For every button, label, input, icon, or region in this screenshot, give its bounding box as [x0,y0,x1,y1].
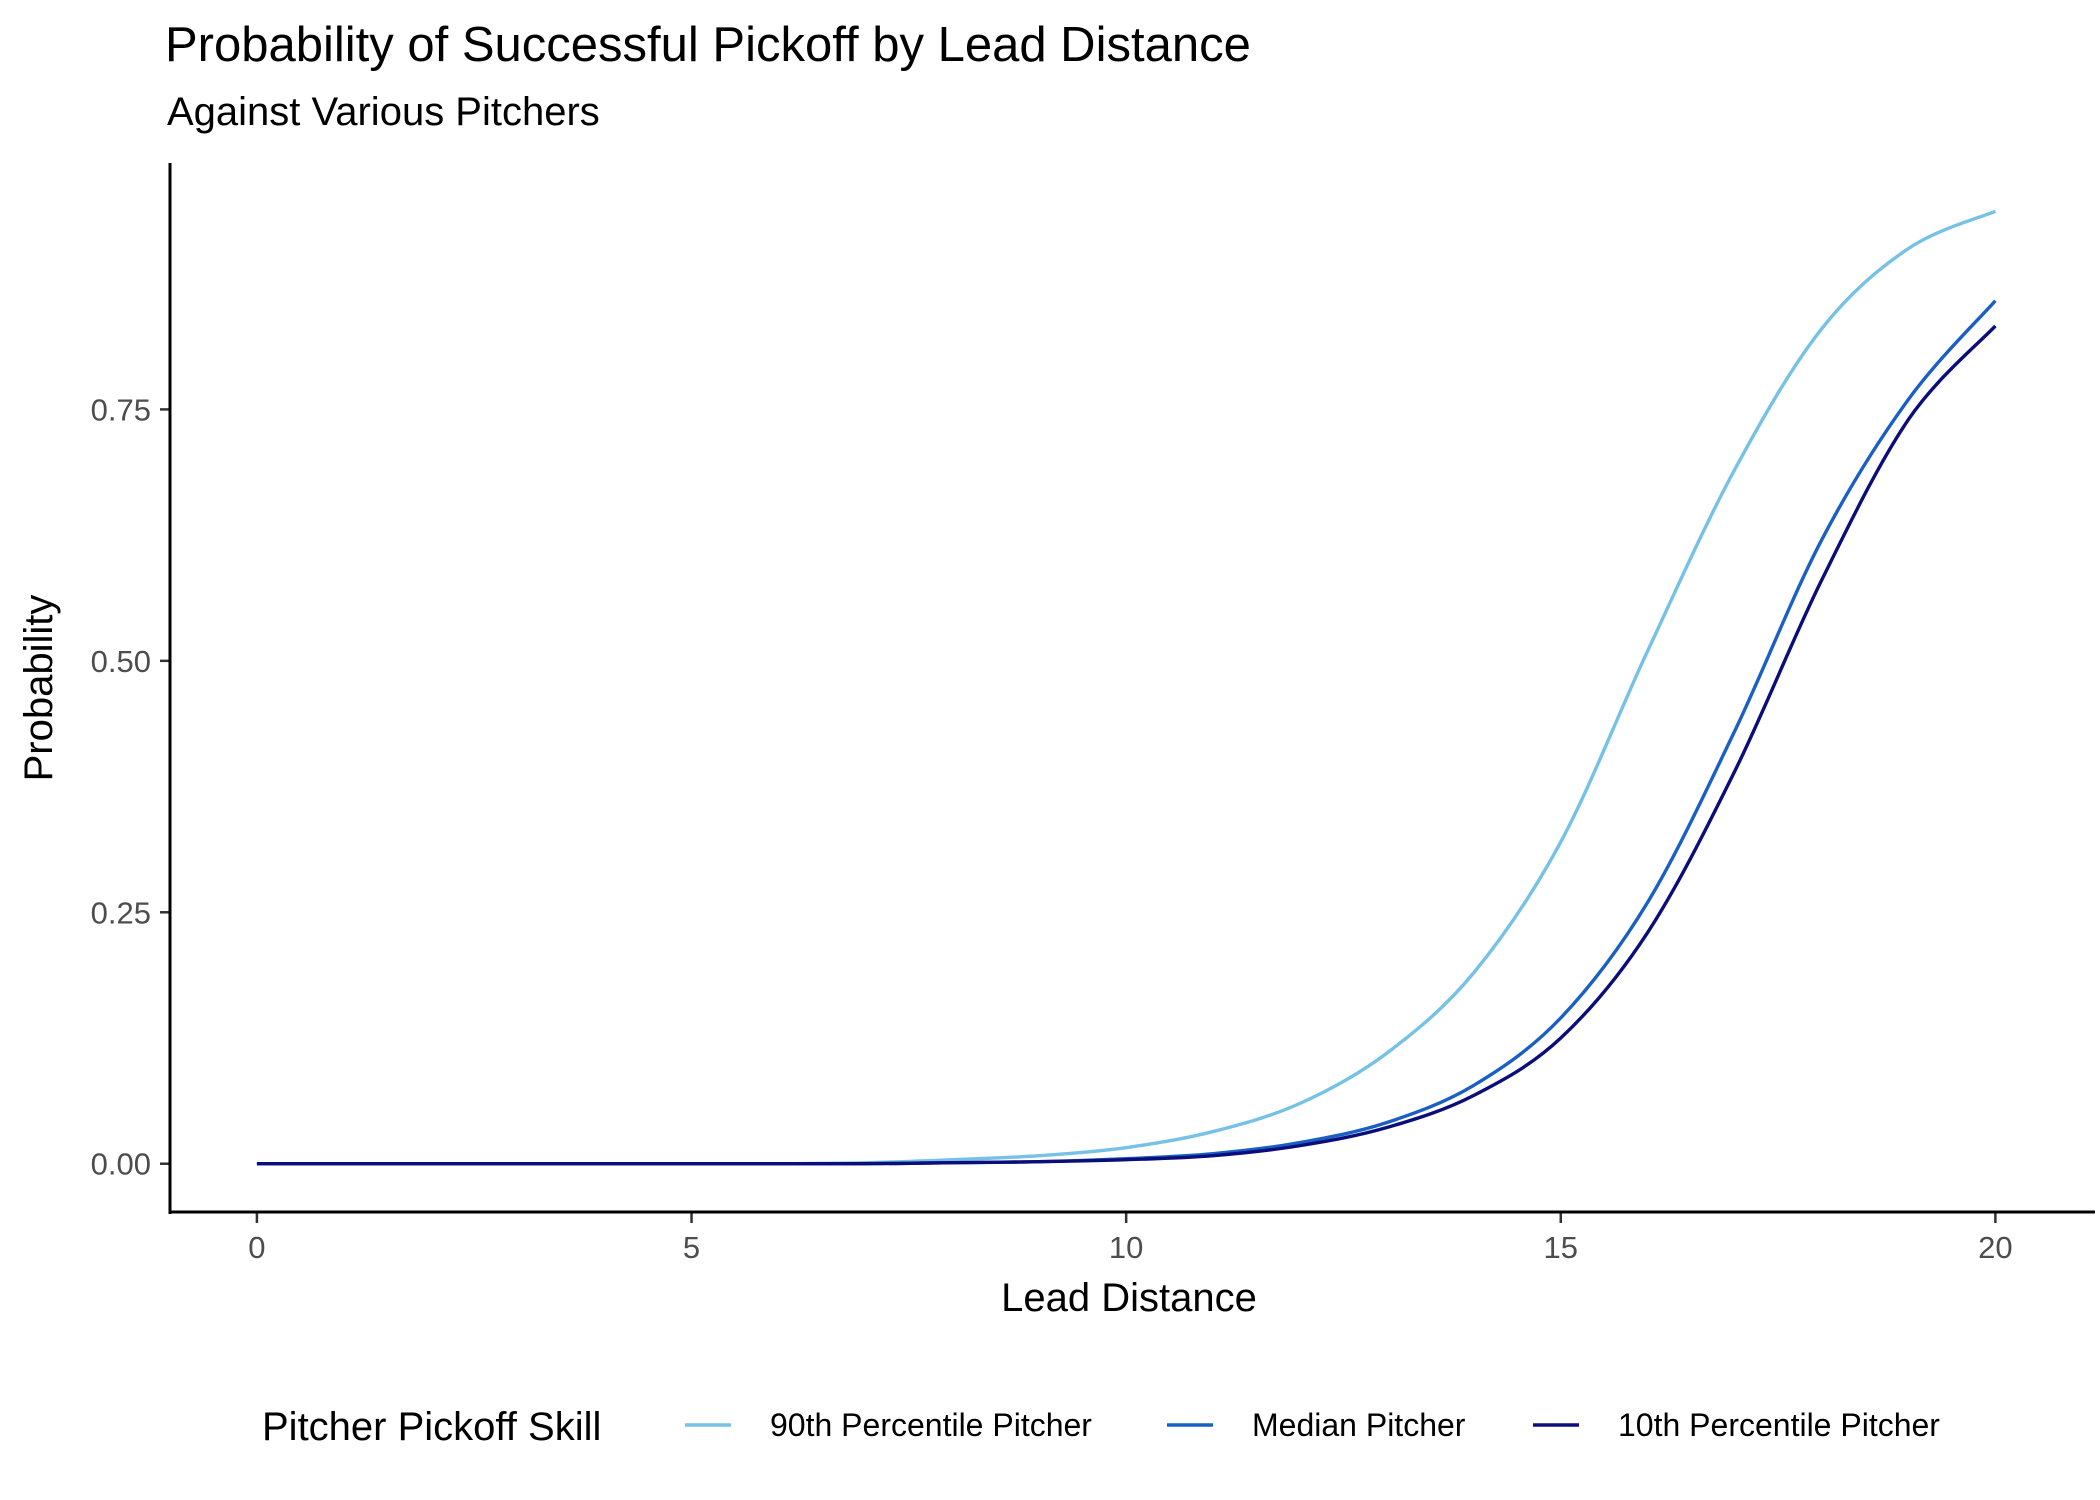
x-axis-title: Lead Distance [1001,1276,1257,1320]
y-tick-label: 0.75 [91,392,151,427]
series-line-1 [256,209,1997,1166]
plot-lines [256,209,1997,1166]
x-tick-label: 5 [683,1230,700,1265]
legend: Pitcher Pickoff Skill 90th Percentile Pi… [262,1405,1940,1449]
chart-title: Probability of Successful Pickoff by Lea… [165,18,1251,72]
y-axis-title: Probability [17,595,61,782]
x-tick-label: 10 [1109,1230,1143,1265]
x-tick-label: 15 [1544,1230,1578,1265]
series-line-3 [256,324,1997,1166]
axes [168,163,2095,1214]
legend-label-3: 10th Percentile Pitcher [1618,1407,1940,1443]
x-ticks: 0 5 10 15 20 [248,1213,2013,1265]
legend-title: Pitcher Pickoff Skill [262,1405,601,1449]
legend-label-2: Median Pitcher [1252,1407,1466,1443]
y-tick-label: 0.25 [91,895,151,930]
y-ticks: 0.00 0.25 0.50 0.75 [91,392,169,1182]
y-tick-label: 0.00 [91,1147,151,1182]
legend-label-1: 90th Percentile Pitcher [770,1407,1092,1443]
x-tick-label: 0 [248,1230,265,1265]
chart-subtitle: Against Various Pitchers [167,90,600,134]
x-tick-label: 20 [1978,1230,2012,1265]
series-line-2 [256,299,1997,1166]
y-tick-label: 0.50 [91,644,151,679]
